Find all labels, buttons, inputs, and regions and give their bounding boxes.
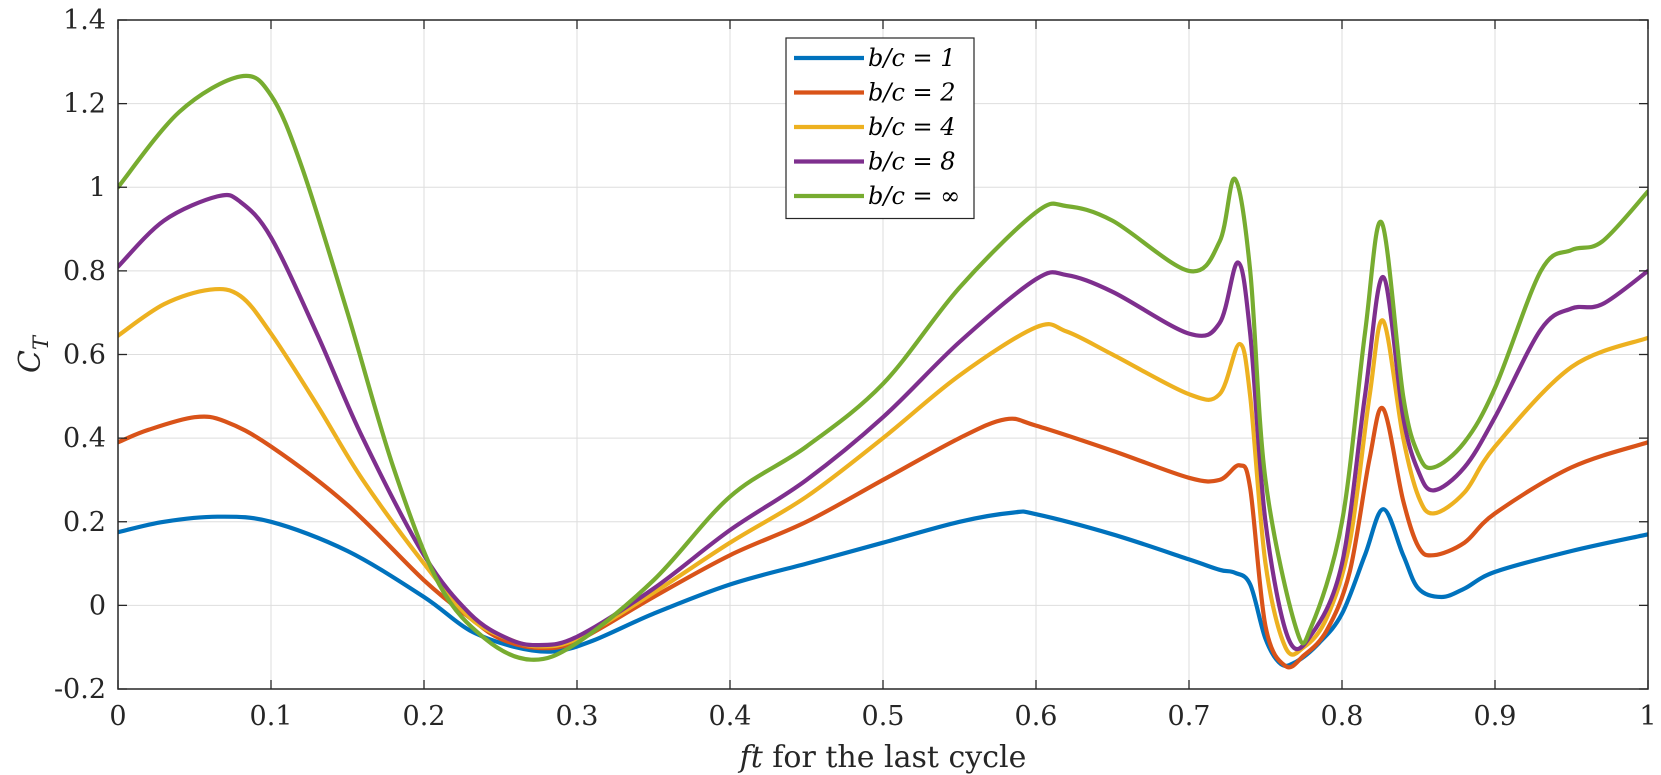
x-tick-label: 0.5: [862, 701, 905, 732]
legend-label: b/c = 8: [868, 148, 956, 176]
y-axis-title: CT: [13, 334, 53, 373]
x-tick-label: 0.2: [403, 701, 446, 732]
x-axis-title-rest: for the last cycle: [763, 740, 1027, 775]
series-lines: [118, 73, 1648, 670]
x-tick-label: 0.6: [1015, 701, 1058, 732]
series-line-5: [118, 73, 1648, 662]
x-tick-label: 0.9: [1474, 701, 1517, 732]
y-tick-label: 0: [89, 590, 106, 621]
y-tick-label: 1: [89, 172, 106, 203]
axis-ticks: [117, 19, 1649, 690]
x-tick-label: 0.1: [250, 701, 293, 732]
y-axis-title-sub: T: [29, 334, 53, 350]
y-tick-label: 0.8: [63, 256, 106, 287]
x-tick-label: 0: [109, 701, 126, 732]
series-line-1: [118, 507, 1648, 668]
legend-label: b/c = 2: [868, 79, 956, 107]
legend-item: b/c = ∞: [794, 182, 960, 210]
x-tick-label: 0.4: [709, 701, 752, 732]
legend-items: b/c = 1 b/c = 2 b/c = 4 b/c = 8 b/c = ∞: [794, 44, 960, 210]
series-line-3: [118, 286, 1648, 657]
y-tick-label: 0.2: [63, 507, 106, 538]
y-tick-label: 1.2: [63, 89, 106, 120]
y-tick-label: 1.4: [63, 5, 106, 36]
legend-item: b/c = 8: [794, 148, 956, 176]
series-line-2: [118, 405, 1648, 670]
x-axis-title: ft for the last cycle: [738, 740, 1027, 775]
x-tick-label: 0.7: [1168, 701, 1211, 732]
legend-label: b/c = 1: [868, 44, 956, 72]
legend-item: b/c = 1: [794, 44, 956, 72]
x-tick-label: 0.8: [1321, 701, 1364, 732]
legend: b/c = 1 b/c = 2 b/c = 4 b/c = 8 b/c = ∞: [785, 37, 975, 220]
legend-label: b/c = ∞: [868, 182, 960, 210]
y-tick-label: 0.4: [63, 423, 106, 454]
series-group: [118, 73, 1648, 670]
x-tick-label: 1: [1639, 701, 1656, 732]
tick-labels: 0 0.1 0.2 0.3 0.4 0.5 0.6 0.7 0.8 0.9 1-0.200.20.4…: [54, 5, 1657, 732]
legend-item: b/c = 4: [794, 113, 956, 141]
legend-item: b/c = 2: [794, 79, 956, 107]
x-axis-title-italic: ft: [738, 740, 764, 775]
y-tick-label: -0.2: [54, 674, 106, 705]
x-tick-label: 0.3: [556, 701, 599, 732]
y-tick-label: 0.6: [63, 340, 106, 371]
y-axis-title-main: C: [13, 350, 48, 373]
legend-label: b/c = 4: [868, 113, 956, 141]
series-line-4: [118, 192, 1648, 652]
